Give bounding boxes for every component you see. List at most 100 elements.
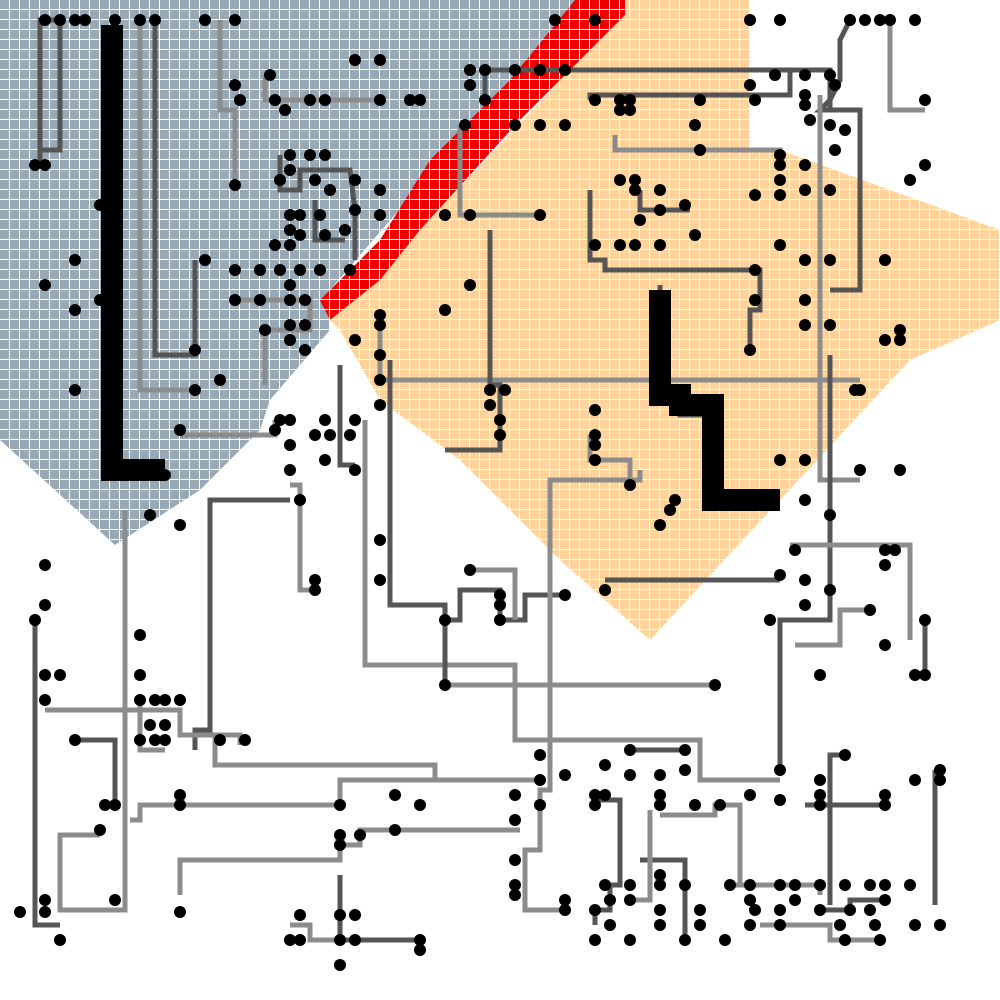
pin [274, 414, 286, 426]
pin [614, 94, 626, 106]
pin [824, 509, 836, 521]
pin [334, 829, 346, 841]
pin [679, 199, 691, 211]
pin [589, 404, 601, 416]
pin [769, 69, 781, 81]
pin [824, 584, 836, 596]
pin [134, 14, 146, 26]
wire-36 [790, 542, 913, 640]
pin [654, 204, 666, 216]
pin [229, 264, 241, 276]
pin [284, 934, 296, 946]
pin [589, 799, 601, 811]
pin [749, 904, 761, 916]
wire-17 [470, 567, 518, 620]
pin [189, 344, 201, 356]
wire-33 [813, 18, 863, 293]
pin [744, 894, 756, 906]
pin [909, 669, 921, 681]
wire-2 [137, 20, 195, 393]
pin [744, 879, 756, 891]
wire-43 [137, 700, 165, 753]
pin [879, 334, 891, 346]
pin [279, 104, 291, 116]
pin [689, 799, 701, 811]
pin [349, 414, 361, 426]
pin [799, 574, 811, 586]
pin [274, 264, 286, 276]
pin [509, 119, 521, 131]
pin [534, 64, 546, 76]
pin [599, 584, 611, 596]
pin [904, 879, 916, 891]
pin [589, 789, 601, 801]
pin [654, 879, 666, 891]
pin [589, 439, 601, 451]
pin [54, 934, 66, 946]
pin [484, 384, 496, 396]
pin [309, 584, 321, 596]
pin [834, 919, 846, 931]
pin [814, 669, 826, 681]
pin [39, 669, 51, 681]
pin [389, 824, 401, 836]
pin [319, 229, 331, 241]
wire-40 [32, 620, 60, 928]
pin [414, 799, 426, 811]
pin [39, 894, 51, 906]
pin [599, 759, 611, 771]
pin [314, 264, 326, 276]
pin [749, 94, 761, 106]
wire-21 [522, 480, 565, 913]
pin [189, 384, 201, 396]
pin [134, 734, 146, 746]
pin [774, 239, 786, 251]
pin [799, 184, 811, 196]
pin [294, 494, 306, 506]
pin [774, 454, 786, 466]
pin [39, 694, 51, 706]
pin [159, 694, 171, 706]
wire-14 [362, 420, 780, 783]
pin [144, 719, 156, 731]
pin [319, 454, 331, 466]
pin [304, 149, 316, 161]
pin [109, 894, 121, 906]
wire-53 [630, 810, 653, 903]
pin [344, 429, 356, 441]
pin [654, 869, 666, 881]
pin [909, 919, 921, 931]
pin [694, 919, 706, 931]
pin [39, 159, 51, 171]
pins [14, 14, 946, 971]
pin [284, 279, 296, 291]
pin [499, 384, 511, 396]
pin [334, 909, 346, 921]
pin [239, 734, 251, 746]
pin [534, 119, 546, 131]
pin [934, 774, 946, 786]
pin [349, 204, 361, 216]
pin [149, 734, 161, 746]
pin [284, 439, 296, 451]
pin [599, 879, 611, 891]
wire-34 [817, 95, 860, 483]
pin [724, 879, 736, 891]
pin [284, 414, 296, 426]
pin [299, 294, 311, 306]
pin [654, 769, 666, 781]
pin [654, 239, 666, 251]
pin [799, 454, 811, 466]
pin [844, 904, 856, 916]
pin [94, 824, 106, 836]
pin [269, 94, 281, 106]
wire-46 [337, 777, 510, 805]
pin [284, 224, 296, 236]
pin [904, 174, 916, 186]
pin [464, 564, 476, 576]
pin [624, 934, 636, 946]
pin [534, 799, 546, 811]
pin [589, 904, 601, 916]
pin [324, 429, 336, 441]
pin [654, 519, 666, 531]
